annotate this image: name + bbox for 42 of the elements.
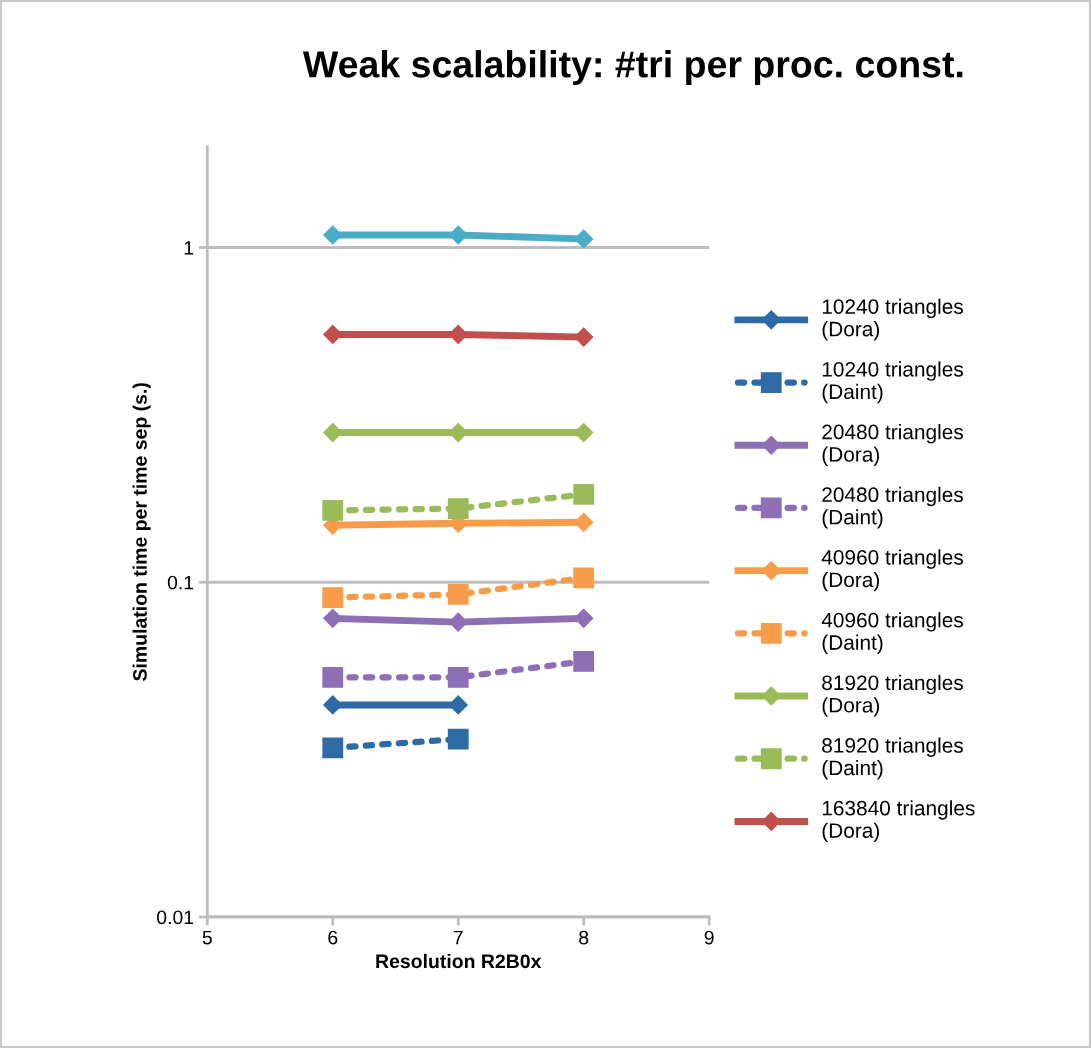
point [322, 587, 344, 608]
point [574, 512, 594, 532]
legend-label: 81920 triangles (Dora) [822, 674, 963, 717]
legend-label: 40960 triangles (Dora) [821, 549, 963, 592]
point [448, 695, 468, 715]
point [574, 423, 594, 443]
point [322, 499, 344, 521]
point [447, 498, 469, 519]
x-tick-label: 5 [202, 930, 212, 945]
legend-label: 20480 triangles (Dora) [822, 424, 963, 466]
point [448, 612, 468, 632]
x-tick-label: 9 [704, 930, 714, 945]
point [323, 608, 343, 628]
legend-label: 10240 triangles (Dora) [822, 298, 963, 341]
x-tick-label: 8 [579, 930, 589, 945]
x-tick-label: 7 [453, 930, 463, 945]
point [323, 225, 343, 245]
point [323, 695, 343, 715]
chart-title: Weak scalability: #tri per proc. const. [302, 50, 963, 86]
point [447, 666, 469, 688]
point [574, 229, 594, 249]
y-tick-label: 1 [184, 241, 194, 255]
y-axis-title: Simulation time per time sep (s.) [132, 383, 151, 681]
point [573, 567, 595, 589]
legend-label: 81920 triangles (Daint) [822, 737, 963, 780]
legend-label: 10240 triangles (Daint) [822, 361, 963, 404]
point [573, 651, 595, 672]
legend-label: 20480 triangles (Daint) [822, 486, 963, 529]
point [447, 728, 469, 750]
point [322, 666, 344, 688]
point [447, 583, 469, 605]
y-tick-label: 0.01 [157, 910, 194, 925]
point [574, 608, 594, 628]
point [573, 483, 595, 505]
point [448, 225, 468, 245]
x-tick-label: 6 [328, 930, 338, 945]
point [574, 327, 594, 347]
legend-label: 40960 triangles (Daint) [821, 612, 963, 654]
legend-label: 163840 triangles (Dora) [822, 800, 975, 843]
x-axis-title: Resolution R2B0x [376, 953, 542, 969]
y-tick-label: 0.1 [167, 575, 194, 590]
point [322, 737, 344, 759]
